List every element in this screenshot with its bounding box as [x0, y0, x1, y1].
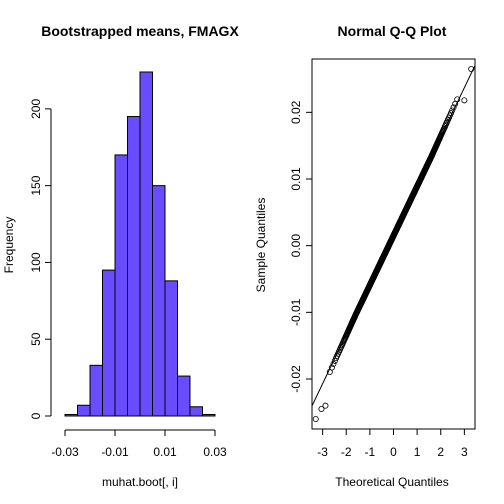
qq-x-axis: -3 -2 -1 0 1 2 3 [317, 428, 468, 459]
hist-bar [102, 269, 116, 417]
hist-y-tick-label: 0 [29, 412, 43, 419]
hist-x-axis: -0.03 -0.01 0.01 0.03 [51, 429, 227, 459]
hist-y-tick-label: 150 [29, 175, 43, 195]
qq-point [450, 104, 457, 111]
hist-bar [77, 404, 91, 417]
qq-x-tick-label: 2 [437, 445, 444, 459]
qq-x-tick-label: -2 [341, 445, 352, 459]
hist-y-tick-label: 50 [29, 332, 43, 346]
hist-bars [64, 71, 216, 417]
hist-bar [89, 364, 103, 417]
qq-plot-panel: Normal Q-Q Plot Theoretical Quantiles Sa… [254, 23, 476, 489]
hist-ylabel: Frequency [2, 217, 16, 274]
qq-point [330, 360, 337, 367]
qq-x-tick-label: -1 [365, 445, 376, 459]
hist-xlabel: muhat.boot[, i] [102, 475, 178, 489]
hist-x-tick-label: -0.01 [101, 445, 129, 459]
hist-bar [127, 116, 141, 417]
hist-x-tick-label: 0.01 [153, 445, 177, 459]
qq-point-outlier [312, 415, 319, 422]
qq-point-outlier [322, 402, 329, 409]
qq-x-tick-label: 1 [414, 445, 421, 459]
qq-x-tick-label: 3 [461, 445, 468, 459]
hist-title: Bootstrapped means, FMAGX [41, 23, 239, 39]
hist-x-tick-label: -0.03 [51, 445, 79, 459]
qq-point-outlier [461, 97, 468, 104]
qq-y-tick-label: -0.01 [289, 298, 303, 326]
qq-y-tick-label: -0.02 [289, 365, 303, 393]
qq-point [449, 107, 456, 114]
qq-y-axis: -0.02 -0.01 0.00 0.01 0.02 [289, 100, 312, 393]
histogram-panel: Bootstrapped means, FMAGX muhat.boot[, i… [2, 23, 239, 489]
hist-bar [114, 154, 128, 417]
hist-bar [164, 280, 178, 417]
qq-title: Normal Q-Q Plot [338, 23, 447, 39]
qq-xlabel: Theoretical Quantiles [335, 475, 448, 489]
hist-bar [189, 406, 203, 417]
qq-point [447, 110, 454, 117]
qq-plot-box [311, 58, 476, 430]
qq-y-tick-label: 0.00 [289, 234, 303, 258]
qq-point [328, 364, 335, 371]
qq-point [331, 357, 338, 364]
hist-bar [64, 413, 78, 417]
hist-x-tick-label: 0.03 [203, 445, 227, 459]
hist-y-tick-label: 100 [29, 252, 43, 272]
qq-ylabel: Sample Quantiles [254, 198, 268, 293]
hist-y-tick-label: 200 [29, 99, 43, 119]
hist-bar [202, 413, 216, 417]
qq-x-tick-label: -3 [317, 445, 328, 459]
qq-y-tick-label: 0.02 [289, 100, 303, 124]
qq-point [454, 96, 461, 103]
hist-bar [139, 71, 153, 417]
hist-y-axis: 0 50 100 150 200 [29, 99, 52, 419]
qq-x-tick-label: 0 [390, 445, 397, 459]
qq-y-tick-label: 0.01 [289, 167, 303, 191]
hist-bar [177, 375, 191, 417]
qq-point-outlier [318, 405, 325, 412]
hist-bar [152, 185, 166, 417]
qq-points [312, 65, 475, 422]
qq-point-outlier [468, 66, 475, 73]
